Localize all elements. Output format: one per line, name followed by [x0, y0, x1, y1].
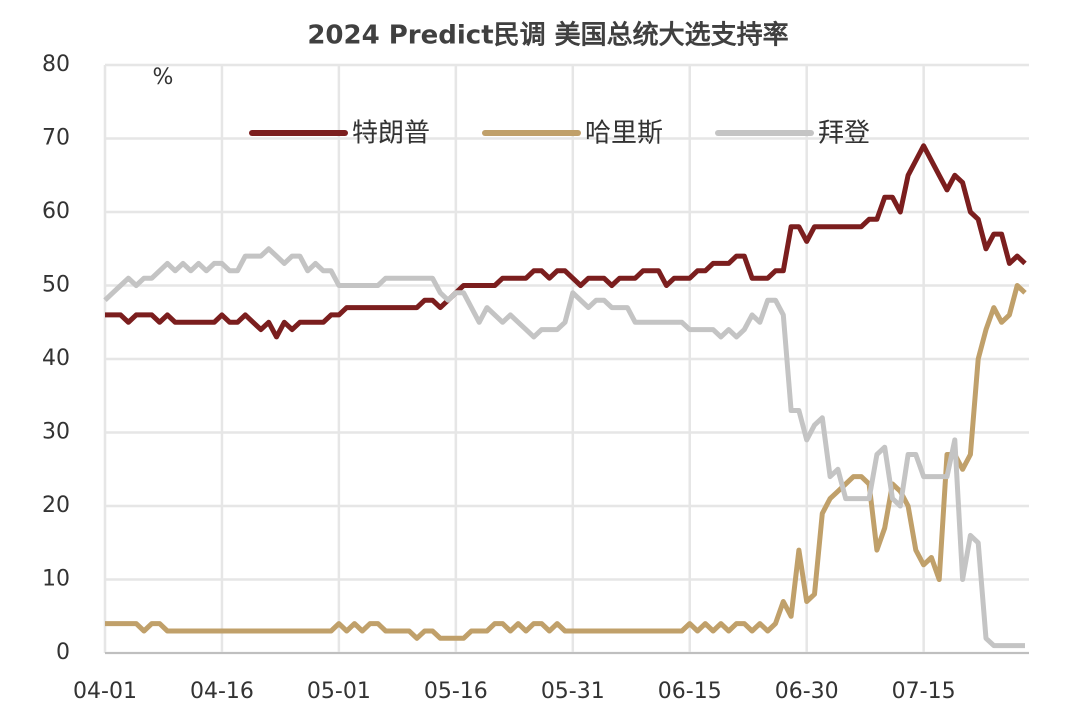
y-tick-label: 20 — [42, 493, 70, 518]
x-tick-label: 07-15 — [892, 679, 956, 704]
x-tick-label: 05-01 — [307, 679, 371, 704]
y-tick-label: 50 — [42, 273, 70, 298]
y-tick-label: 70 — [42, 126, 70, 151]
series-line — [103, 246, 1025, 649]
x-tick-label: 06-30 — [775, 679, 839, 704]
x-tick-label: 06-15 — [658, 679, 722, 704]
x-tick-label: 05-31 — [541, 679, 605, 704]
y-tick-label: 40 — [42, 346, 70, 371]
y-unit: % — [153, 65, 174, 90]
y-tick-label: 60 — [42, 199, 70, 224]
y-tick-label: 10 — [42, 567, 70, 592]
y-tick-label: 0 — [56, 640, 70, 665]
y-tick-label: 80 — [42, 52, 70, 77]
x-tick-label: 04-01 — [73, 679, 137, 704]
series-line — [105, 143, 1027, 340]
x-tick-label: 05-16 — [424, 679, 488, 704]
series-line — [105, 283, 1027, 641]
x-tick-label: 04-16 — [190, 679, 254, 704]
chart-title: 2024 Predict民调 美国总统大选支持率 — [307, 20, 788, 51]
legend-label: 哈里斯 — [585, 119, 663, 149]
legend-label: 拜登 — [818, 119, 870, 149]
y-tick-label: 30 — [42, 420, 70, 445]
legend-label: 特朗普 — [352, 119, 430, 149]
